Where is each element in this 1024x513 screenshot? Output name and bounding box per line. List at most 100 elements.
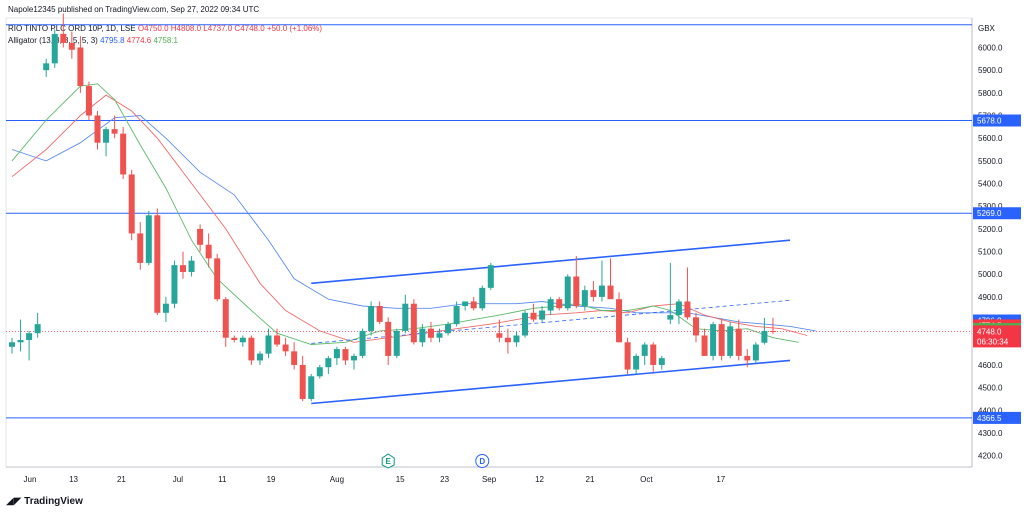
ohlc-high: H4808.0: [170, 24, 202, 33]
candle-body: [658, 358, 665, 365]
candle-body: [667, 315, 674, 320]
candle-body: [197, 228, 204, 245]
candle-body: [128, 174, 135, 234]
candle-body: [282, 344, 289, 352]
tradingview-logo[interactable]: ◢◤ TradingView: [6, 496, 83, 507]
candle-body: [453, 305, 460, 325]
tradingview-icon: ◢◤: [6, 496, 25, 507]
time-tick-label: 21: [586, 475, 595, 484]
price-tick-label: 5500.0: [978, 157, 1003, 166]
price-tick-label: 4400.0: [978, 406, 1003, 415]
candle-body: [60, 33, 67, 43]
level-price-box: [973, 411, 1021, 424]
candle-body: [85, 86, 92, 116]
candle-body: [43, 63, 50, 71]
candle-body: [137, 233, 144, 263]
candle-body: [650, 344, 657, 365]
candle-body: [265, 335, 272, 354]
candle-body: [351, 355, 357, 361]
candle-body: [573, 276, 580, 306]
last-price-label: 4748.0: [977, 327, 1002, 336]
candle-body: [17, 340, 24, 343]
level-price-label: 5269.0: [977, 209, 1002, 218]
time-tick-label: 21: [117, 475, 126, 484]
candle-body: [744, 355, 751, 361]
candle-body: [68, 42, 75, 50]
candle-body: [222, 299, 229, 338]
price-tick-label: 5000.0: [978, 270, 1003, 279]
time-tick-label: Sep: [482, 475, 497, 484]
time-tick-label: Aug: [330, 475, 344, 484]
time-tick-label: 13: [69, 475, 78, 484]
bar-countdown-label: 06:30:34: [977, 337, 1009, 346]
price-tick-label: 4500.0: [978, 384, 1003, 393]
candle-body: [718, 324, 725, 356]
candle-body: [393, 330, 400, 356]
price-tick-label: 6000.0: [978, 43, 1003, 52]
time-tick-label: 17: [716, 475, 725, 484]
candle-body: [111, 129, 118, 134]
candle-body: [308, 376, 315, 399]
candle-body: [633, 355, 640, 370]
currency-label: GBX: [978, 24, 996, 33]
price-tick-label: 5300.0: [978, 202, 1003, 211]
candle-body: [436, 333, 443, 338]
time-tick-label: 11: [218, 475, 227, 484]
candle-body: [376, 305, 383, 322]
time-tick-label: Jun: [24, 475, 37, 484]
candle-body: [487, 265, 494, 288]
candle-body: [769, 330, 776, 332]
candle-body: [248, 337, 255, 361]
candle-body: [598, 285, 605, 297]
symbol-name[interactable]: RIO TINTO PLC ORD 10P, 1D, LSE: [8, 24, 136, 33]
candle-body: [333, 349, 340, 359]
candle-body: [684, 301, 691, 318]
candle-body: [291, 351, 298, 365]
time-tick-label: 15: [396, 475, 405, 484]
time-tick-label: Jul: [173, 475, 183, 484]
candle-body: [727, 326, 734, 356]
candle-body: [479, 287, 486, 309]
candle-body: [145, 215, 152, 263]
candle-body: [564, 276, 571, 309]
candle-body: [325, 358, 332, 368]
candle-body: [103, 129, 110, 143]
candle-body: [77, 47, 84, 87]
candle-body: [735, 328, 742, 356]
candle-body: [231, 337, 238, 341]
channel-lower-line: [311, 359, 791, 405]
candle-body: [180, 265, 186, 272]
level-price-label: 5678.0: [977, 116, 1002, 125]
price-tick-label: 5600.0: [978, 134, 1003, 143]
candle-body: [539, 310, 546, 320]
candle-body: [162, 303, 169, 313]
time-tick-label: 23: [440, 475, 449, 484]
candle-body: [256, 353, 263, 361]
candle-body: [368, 305, 375, 331]
ohlc-low: L4737.0: [203, 24, 233, 33]
brand-name: TradingView: [24, 496, 83, 507]
candle-body: [94, 115, 101, 143]
candle-body: [607, 285, 614, 300]
candle-body: [171, 265, 178, 304]
candle-body: [316, 367, 323, 377]
candle-body: [590, 290, 597, 297]
candle-body: [530, 312, 537, 320]
candle-body: [752, 344, 759, 361]
candle-body: [547, 299, 554, 311]
lips-value: 4758.1: [153, 36, 178, 45]
candle-body: [522, 312, 528, 336]
candle-body: [120, 133, 127, 175]
candle-body: [624, 342, 631, 370]
candle-body: [239, 337, 246, 343]
candle-body: [581, 290, 588, 306]
time-tick-label: 12: [535, 475, 544, 484]
candle-body: [701, 335, 708, 356]
candle-body: [51, 33, 58, 64]
level-price-box: [973, 114, 1021, 127]
candle-body: [504, 337, 511, 343]
candle-body: [761, 330, 768, 343]
price-tick-label: 5100.0: [978, 248, 1003, 257]
ohlc-open: O4750.0: [137, 24, 169, 33]
